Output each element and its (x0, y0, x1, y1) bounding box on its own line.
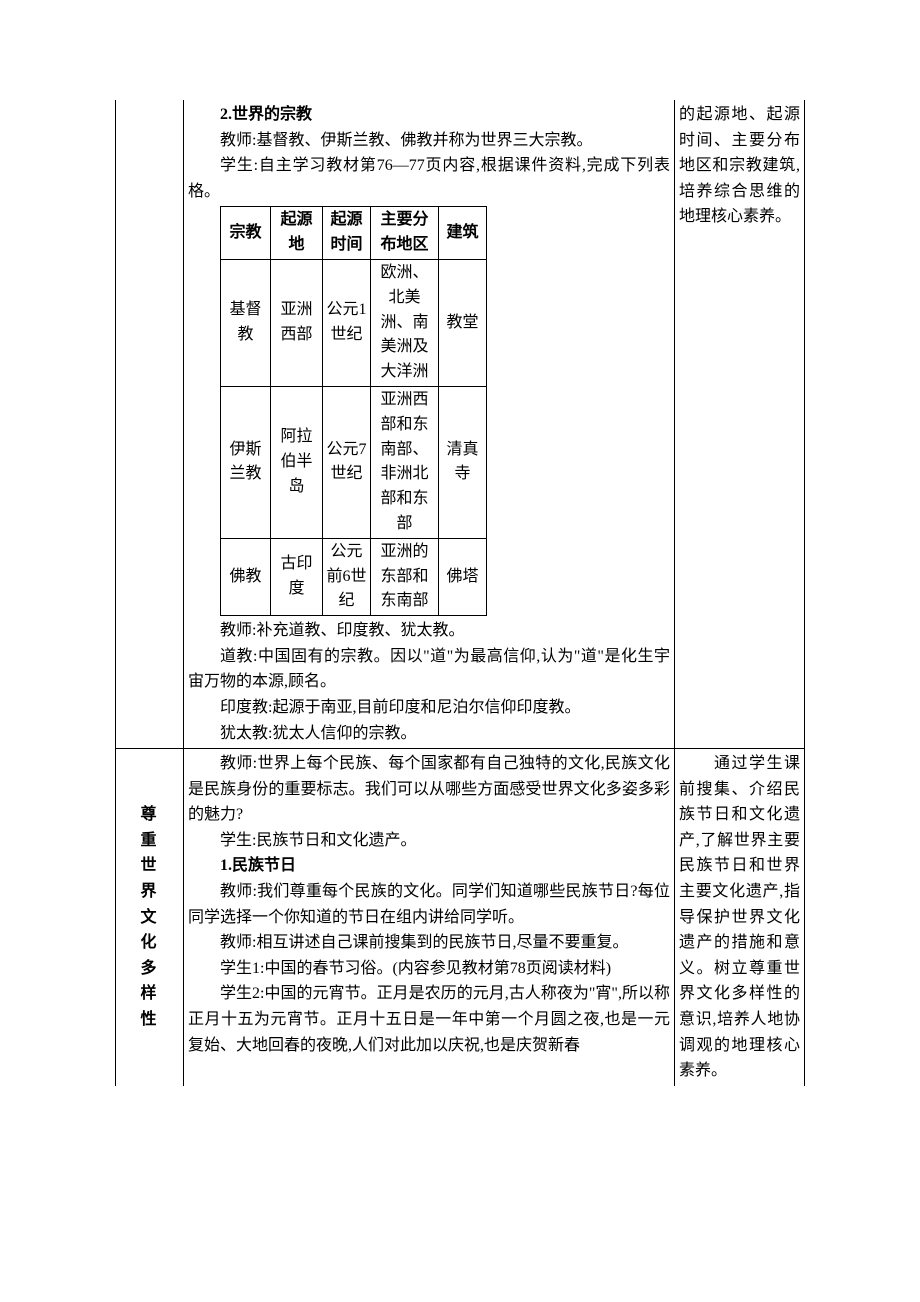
col-building: 建筑 (439, 207, 487, 260)
row1-label-cell (116, 100, 184, 749)
cell: 亚洲西部 (271, 259, 323, 386)
cell: 公元7世纪 (323, 386, 371, 538)
row2-content-cell: 教师:世界上每个民族、每个国家都有自己独特的文化,民族文化是民族身份的重要标志。… (184, 749, 675, 1086)
religion-row: 伊斯兰教 阿拉伯半岛 公元7世纪 亚洲西部和东南部、非洲北部和东部 清真寺 (221, 386, 487, 538)
paragraph: 犹太教:犹太人信仰的宗教。 (188, 721, 670, 747)
lesson-plan-table: 2.世界的宗教 教师:基督教、伊斯兰教、佛教并称为世界三大宗教。 学生:自主学习… (115, 100, 805, 1086)
cell: 古印度 (271, 538, 323, 615)
religion-row: 基督教 亚洲西部 公元1世纪 欧洲、北美洲、南美洲及大洋洲 教堂 (221, 259, 487, 386)
vchar: 世 (120, 853, 179, 879)
paragraph: 学生:民族节日和文化遗产。 (188, 828, 670, 854)
note-text: 通过学生课前搜集、介绍民族节日和文化遗产,了解世界主要民族节日和世界主要文化遗产… (679, 751, 800, 1084)
vchar: 尊 (120, 802, 179, 828)
cell: 教堂 (439, 259, 487, 386)
vchar: 性 (120, 1007, 179, 1033)
cell: 伊斯兰教 (221, 386, 271, 538)
cell: 公元1世纪 (323, 259, 371, 386)
note-text: 的起源地、起源时间、主要分布地区和宗教建筑,培养综合思维的地理核心素养。 (679, 102, 800, 230)
section-heading: 2.世界的宗教 (188, 102, 670, 128)
cell: 亚洲的东部和东南部 (371, 538, 439, 615)
row2-label-cell: 尊 重 世 界 文 化 多 样 性 (116, 749, 184, 1086)
row2-label: 尊 重 世 界 文 化 多 样 性 (120, 802, 179, 1032)
religion-header-row: 宗教 起源地 起源时间 主要分布地区 建筑 (221, 207, 487, 260)
table-row: 2.世界的宗教 教师:基督教、伊斯兰教、佛教并称为世界三大宗教。 学生:自主学习… (116, 100, 805, 749)
section-heading: 1.民族节日 (188, 853, 670, 879)
religion-table: 宗教 起源地 起源时间 主要分布地区 建筑 基督教 亚洲西部 公元1世纪 欧洲、… (220, 206, 487, 616)
paragraph: 教师:相互讲述自己课前搜集到的民族节日,尽量不要重复。 (188, 930, 670, 956)
paragraph: 教师:补充道教、印度教、犹太教。 (188, 618, 670, 644)
vchar: 化 (120, 930, 179, 956)
cell: 亚洲西部和东南部、非洲北部和东部 (371, 386, 439, 538)
cell: 基督教 (221, 259, 271, 386)
cell: 欧洲、北美洲、南美洲及大洋洲 (371, 259, 439, 386)
vchar: 文 (120, 905, 179, 931)
paragraph: 印度教:起源于南亚,目前印度和尼泊尔信仰印度教。 (188, 695, 670, 721)
paragraph: 教师:基督教、伊斯兰教、佛教并称为世界三大宗教。 (188, 128, 670, 154)
row2-note-cell: 通过学生课前搜集、介绍民族节日和文化遗产,了解世界主要民族节日和世界主要文化遗产… (675, 749, 805, 1086)
col-area: 主要分布地区 (371, 207, 439, 260)
cell: 阿拉伯半岛 (271, 386, 323, 538)
vchar: 多 (120, 956, 179, 982)
cell: 佛塔 (439, 538, 487, 615)
religion-row: 佛教 古印度 公元前6世纪 亚洲的东部和东南部 佛塔 (221, 538, 487, 615)
paragraph: 学生:自主学习教材第76—77页内容,根据课件资料,完成下列表格。 (188, 153, 670, 204)
vchar: 重 (120, 828, 179, 854)
cell: 清真寺 (439, 386, 487, 538)
paragraph: 教师:我们尊重每个民族的文化。同学们知道哪些民族节日?每位同学选择一个你知道的节… (188, 879, 670, 930)
row1-note-cell: 的起源地、起源时间、主要分布地区和宗教建筑,培养综合思维的地理核心素养。 (675, 100, 805, 749)
paragraph: 道教:中国固有的宗教。因以"道"为最高信仰,认为"道"是化生宇宙万物的本源,顾名… (188, 644, 670, 695)
cell: 佛教 (221, 538, 271, 615)
paragraph: 教师:世界上每个民族、每个国家都有自己独特的文化,民族文化是民族身份的重要标志。… (188, 751, 670, 828)
col-religion: 宗教 (221, 207, 271, 260)
col-origin: 起源地 (271, 207, 323, 260)
vchar: 界 (120, 879, 179, 905)
col-time: 起源时间 (323, 207, 371, 260)
paragraph: 学生2:中国的元宵节。正月是农历的元月,古人称夜为"宵",所以称正月十五为元宵节… (188, 981, 670, 1058)
vchar: 样 (120, 981, 179, 1007)
paragraph: 学生1:中国的春节习俗。(内容参见教材第78页阅读材料) (188, 956, 670, 982)
table-row: 尊 重 世 界 文 化 多 样 性 教师:世界上每个民族、每个国家都有自己独特的… (116, 749, 805, 1086)
row1-content-cell: 2.世界的宗教 教师:基督教、伊斯兰教、佛教并称为世界三大宗教。 学生:自主学习… (184, 100, 675, 749)
cell: 公元前6世纪 (323, 538, 371, 615)
